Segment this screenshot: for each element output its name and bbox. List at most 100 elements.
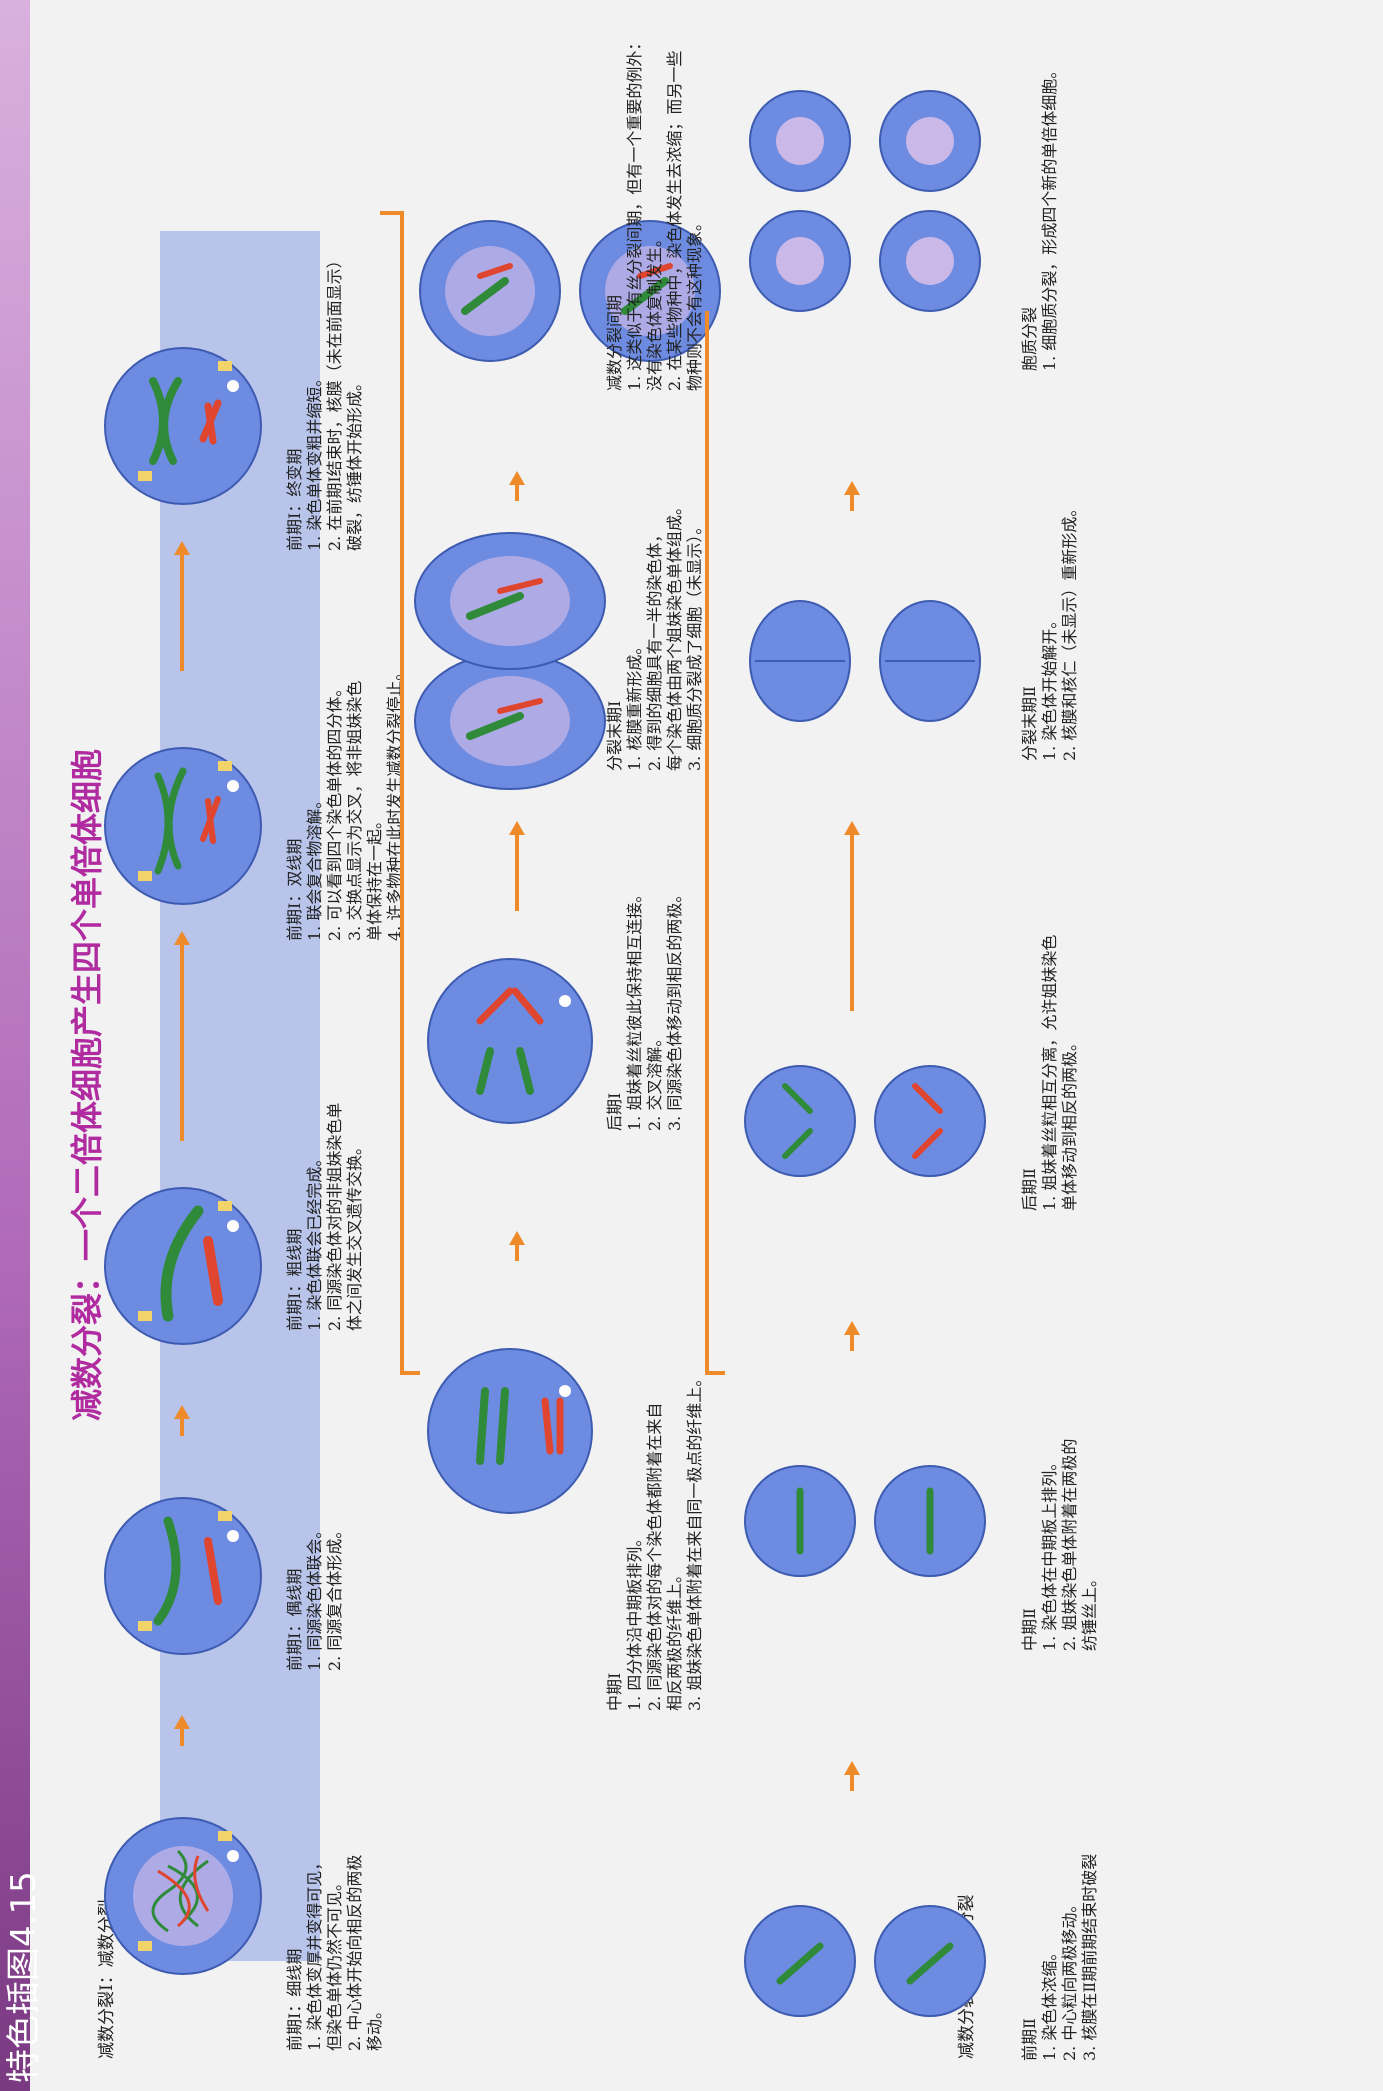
caption-title: 中期Ⅰ	[605, 1672, 624, 1711]
caption-title: 分裂末期Ⅰ	[605, 700, 624, 771]
caption-item: 1. 核膜重新形成。	[625, 638, 644, 771]
arrow-head-r3-4	[844, 481, 860, 495]
caption-item: 1. 四分体沿中期板排列。	[625, 1530, 644, 1711]
caption-item: 体之间发生交叉遗传交换。	[345, 1138, 364, 1331]
caption-anaphase1: 后期Ⅰ 1. 姐妹着丝粒彼此保持相互连接。 2. 交叉溶解。 3. 同源染色体移…	[605, 791, 685, 1131]
arrow-head-r3-1	[844, 1761, 860, 1775]
caption-item: 1. 同源染色体联会。	[305, 1522, 324, 1671]
caption-title: 前期Ⅰ：细线期	[285, 1948, 304, 2051]
caption-item: 单体保持在一起。	[365, 812, 384, 941]
arrow-r1-1	[180, 1726, 184, 1746]
caption-title: 减数分裂间期	[605, 294, 624, 391]
caption-interkinesis: 减数分裂间期 1. 这类似于有丝分裂间期，但有一个重要的例外： 没有染色体复制发…	[605, 11, 705, 391]
cell-diakinesis	[104, 347, 262, 505]
caption-diakinesis: 前期Ⅰ：终变期 1. 染色单体变粗并缩短。 2. 在前期Ⅰ结束时，核膜（未在前面…	[285, 121, 365, 551]
cell-metaphase2	[744, 1465, 986, 1577]
caption-leptotene: 前期Ⅰ：细线期 1. 染色体变厚并变得可见， 但染色单体仍然不可见。 2. 中心…	[285, 1761, 385, 2051]
cell-anaphase1	[427, 958, 593, 1124]
caption-title: 后期Ⅱ	[1020, 1168, 1039, 1211]
cell-prophase2	[744, 1905, 986, 2017]
caption-title: 前期Ⅰ：双线期	[285, 838, 304, 941]
caption-item: 纺锤丝上。	[1080, 1570, 1099, 1651]
cell-interkinesis	[419, 220, 721, 362]
caption-item: 2. 中心粒向两极移动。	[1060, 1896, 1079, 2061]
caption-zygotene: 前期Ⅰ：偶线期 1. 同源染色体联会。 2. 同源复合体形成。	[285, 1371, 345, 1671]
arrow-head-r2-2	[509, 821, 525, 835]
arrow-r3-3	[850, 831, 854, 1011]
caption-title: 前期Ⅰ：偶线期	[285, 1568, 304, 1671]
arrow-head-r3-2	[844, 1321, 860, 1335]
arrow-r2-2	[515, 831, 519, 911]
caption-item: 2. 在某些物种中，染色体发生去浓缩；而另一些	[665, 50, 684, 391]
caption-item: 2. 姐妹染色单体附着在两极的	[1060, 1438, 1079, 1651]
connector-2-top	[705, 311, 709, 1371]
cell-diplotene	[104, 747, 262, 905]
cell-leptotene	[104, 1817, 262, 1975]
arrow-head-r3-3	[844, 821, 860, 835]
caption-prophase2: 前期Ⅱ 1. 染色体浓缩。 2. 中心粒向两极移动。 3. 核膜在Ⅱ期前期结束时…	[1020, 1701, 1100, 2061]
caption-item: 3. 同源染色体移动到相反的两极。	[665, 886, 684, 1131]
caption-item: 没有染色体复制发生。	[645, 230, 664, 391]
caption-item: 破裂，纺锤体开始形成。	[345, 374, 364, 551]
caption-item: 1. 染色体联会已经完成。	[305, 1150, 324, 1331]
caption-item: 1. 染色体浓缩。	[1040, 1944, 1059, 2061]
caption-item: 2. 核膜和核仁（未显示）重新形成。	[1060, 500, 1079, 761]
caption-title: 中期Ⅱ	[1020, 1608, 1039, 1651]
caption-item: 1. 染色体开始解开。	[1040, 612, 1059, 761]
caption-item: 移动。	[365, 2002, 384, 2051]
caption-item: 1. 染色体变厚并变得可见，	[305, 1854, 324, 2051]
arrow-head-r2-1	[509, 1231, 525, 1245]
caption-cytokinesis: 胞质分裂 1. 细胞质分裂，形成四个新的单倍体细胞。	[1020, 21, 1060, 371]
caption-pachytene: 前期Ⅰ：粗线期 1. 染色体联会已经完成。 2. 同源染色体对的非姐妹染色单 体…	[285, 1011, 365, 1331]
cell-metaphase1	[427, 1348, 593, 1514]
caption-item: 单体移动到相反的两极。	[1060, 1034, 1079, 1211]
connector-1-top	[400, 211, 404, 1371]
arrow-head-r1-1	[174, 1715, 190, 1729]
caption-item: 3. 姐妹染色单体附着在来自同一极点的纤维上。	[685, 1370, 704, 1711]
caption-title: 前期Ⅰ：粗线期	[285, 1228, 304, 1331]
caption-title: 前期Ⅰ：终变期	[285, 448, 304, 551]
arrow-r1-3	[180, 941, 184, 1141]
cell-zygotene	[104, 1497, 262, 1655]
caption-item: 2. 同源染色体对的每个染色体都附着在来自	[645, 1402, 664, 1711]
cell-telophase2	[749, 600, 981, 722]
caption-item: 3. 交换点显示为交叉，将非姐妹染色	[345, 680, 364, 941]
caption-item: 1. 染色体在中期板上排列。	[1040, 1454, 1059, 1651]
caption-item: 3. 核膜在Ⅱ期前期结束时破裂	[1080, 1853, 1099, 2061]
caption-item: 2. 可以看到四个染色单体的四分体。	[325, 680, 344, 941]
caption-item: 相反两极的纤维上。	[665, 1566, 684, 1711]
caption-item: 2. 得到的细胞具有一半的染色体，	[645, 526, 664, 771]
cell-cytokinesis	[749, 90, 981, 312]
caption-title: 前期Ⅱ	[1020, 2018, 1039, 2061]
sidebar-title: 特色插图4.15	[4, 1871, 44, 2083]
arrow-head-r2-3	[509, 471, 525, 485]
caption-item: 2. 中心体开始向相反的两极	[345, 1854, 364, 2051]
caption-metaphase2: 中期Ⅱ 1. 染色体在中期板上排列。 2. 姐妹染色单体附着在两极的 纺锤丝上。	[1020, 1311, 1100, 1651]
caption-item: 2. 在前期Ⅰ结束时，核膜（未在前面显示）	[325, 252, 344, 551]
caption-telophase1: 分裂末期Ⅰ 1. 核膜重新形成。 2. 得到的细胞具有一半的染色体， 每个染色体…	[605, 431, 705, 771]
caption-item: 3. 细胞质分裂成了细胞（未显示）。	[685, 518, 704, 771]
caption-title: 胞质分裂	[1020, 306, 1039, 371]
caption-title: 后期Ⅰ	[605, 1092, 624, 1131]
caption-item: 1. 染色单体变粗并缩短。	[305, 370, 324, 551]
arrow-head-r1-4	[174, 541, 190, 555]
caption-metaphase1: 中期Ⅰ 1. 四分体沿中期板排列。 2. 同源染色体对的每个染色体都附着在来自 …	[605, 1191, 705, 1711]
cell-anaphase2	[744, 1065, 986, 1177]
connector-2-down	[705, 1371, 725, 1375]
caption-item: 1. 姐妹着丝粒彼此保持相互连接。	[625, 886, 644, 1131]
caption-telophase2: 分裂末期Ⅱ 1. 染色体开始解开。 2. 核膜和核仁（未显示）重新形成。	[1020, 401, 1080, 761]
caption-anaphase2: 后期Ⅱ 1. 姐妹着丝粒相互分离，允许姐妹染色 单体移动到相反的两极。	[1020, 811, 1080, 1211]
caption-diplotene: 前期Ⅰ：双线期 1. 联会复合物溶解。 2. 可以看到四个染色单体的四分体。 3…	[285, 581, 405, 941]
arrow-head-r1-3	[174, 931, 190, 945]
caption-item: 2. 交叉溶解。	[645, 1030, 664, 1131]
arrow-r1-4	[180, 551, 184, 671]
sidebar-banner: 特色插图4.15	[0, 0, 44, 2091]
caption-item: 物种则不会有这种现象。	[685, 214, 704, 391]
connector-1-down	[400, 1371, 420, 1375]
connector-1-up	[380, 211, 404, 215]
arrow-r1-2	[180, 1416, 184, 1436]
cell-telophase1	[414, 532, 606, 790]
caption-title: 分裂末期Ⅱ	[1020, 686, 1039, 761]
caption-item: 每个染色体由两个姐妹染色单体组成。	[665, 498, 684, 771]
